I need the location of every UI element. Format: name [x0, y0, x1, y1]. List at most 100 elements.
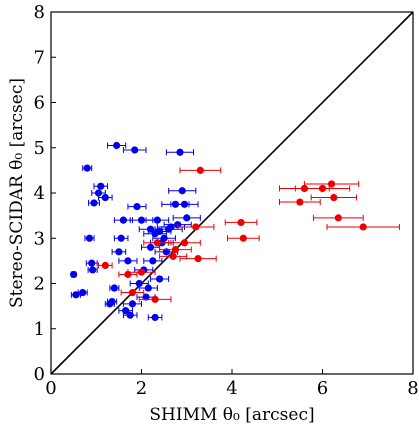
y-tick-label: 4 [34, 183, 45, 204]
point-marker [101, 193, 109, 202]
point-marker [176, 148, 184, 156]
data-point [88, 199, 100, 207]
point-marker [180, 200, 189, 208]
data-point [70, 270, 78, 279]
point-marker [183, 214, 191, 222]
data-point [159, 252, 188, 260]
points-layer [70, 141, 400, 322]
y-tick-label: 1 [34, 319, 45, 340]
data-point [122, 311, 138, 319]
data-point [177, 223, 215, 231]
data-point [84, 234, 95, 242]
data-point [138, 295, 172, 303]
point-marker [146, 243, 155, 251]
point-marker [119, 216, 127, 224]
x-tick-label: 6 [317, 378, 328, 399]
x-tick-label: 8 [407, 378, 418, 399]
data-point [312, 214, 364, 222]
point-marker [237, 218, 245, 227]
data-point [310, 193, 357, 202]
data-point [172, 214, 201, 222]
point-marker [318, 184, 327, 193]
data-point [129, 279, 149, 288]
point-marker [115, 248, 123, 256]
point-marker [153, 216, 161, 224]
point-marker [70, 270, 78, 279]
point-marker [149, 257, 157, 265]
point-marker [126, 311, 134, 319]
point-marker [85, 234, 94, 242]
data-point [159, 245, 192, 254]
y-tick-label: 6 [34, 93, 45, 114]
data-point [113, 234, 129, 242]
data-point [303, 180, 360, 188]
data-point [85, 259, 98, 267]
data-point [111, 248, 127, 256]
point-marker [194, 255, 202, 263]
point-marker [83, 164, 91, 172]
point-marker [110, 284, 118, 292]
data-point [138, 284, 158, 292]
point-marker [108, 298, 116, 306]
point-marker [196, 166, 204, 174]
point-marker [334, 214, 342, 222]
point-marker [180, 239, 189, 247]
point-marker [171, 245, 180, 254]
one-to-one-line [50, 11, 414, 375]
y-tick-label: 5 [34, 138, 45, 159]
point-marker [137, 216, 146, 224]
data-point [226, 234, 260, 242]
y-tick-label: 7 [34, 47, 45, 68]
point-marker [144, 284, 152, 292]
x-tick-label: 0 [45, 378, 56, 399]
ticks-layer: 0 2 4 6 8 0 1 2 3 4 5 6 7 8 [34, 2, 419, 399]
point-marker [79, 288, 87, 297]
point-marker [156, 275, 164, 283]
point-marker [97, 182, 105, 190]
data-point [93, 182, 109, 190]
data-point [168, 187, 197, 195]
point-marker [359, 223, 367, 231]
reference-line-layer [50, 11, 414, 375]
point-marker [239, 234, 247, 242]
point-marker [128, 300, 137, 308]
x-axis-label: SHIMM θ₀ [arcsec] [149, 405, 314, 425]
data-point [150, 275, 170, 283]
y-tick-label: 2 [34, 274, 45, 295]
point-marker [135, 279, 143, 288]
y-tick-label: 8 [34, 2, 45, 23]
data-point [91, 189, 106, 197]
data-point [107, 298, 118, 306]
y-axis-label: Stereo-SCIDAR θ₀ [arcsec] [7, 78, 27, 308]
point-marker [169, 252, 177, 260]
y-tick-label: 0 [34, 364, 45, 385]
point-marker [90, 199, 98, 207]
data-point [143, 239, 172, 247]
data-point [87, 266, 98, 274]
data-point [77, 288, 88, 297]
data-point [279, 198, 321, 206]
point-marker [153, 239, 161, 247]
point-marker [88, 259, 96, 267]
data-point [98, 261, 113, 269]
point-marker [330, 193, 338, 202]
point-marker [131, 146, 139, 154]
point-marker [137, 268, 146, 276]
point-marker [192, 223, 200, 231]
data-point [120, 288, 145, 297]
data-point [98, 193, 113, 202]
point-marker [117, 234, 125, 242]
data-point [165, 148, 195, 156]
point-marker [178, 187, 186, 195]
data-point [82, 164, 93, 172]
y-tick-label: 3 [34, 228, 45, 249]
data-point [143, 257, 163, 265]
data-point [168, 239, 201, 247]
point-marker [133, 202, 141, 211]
point-marker [160, 234, 168, 242]
point-marker [94, 189, 103, 197]
data-point [152, 234, 176, 242]
data-point [118, 257, 138, 265]
data-point [179, 255, 217, 263]
